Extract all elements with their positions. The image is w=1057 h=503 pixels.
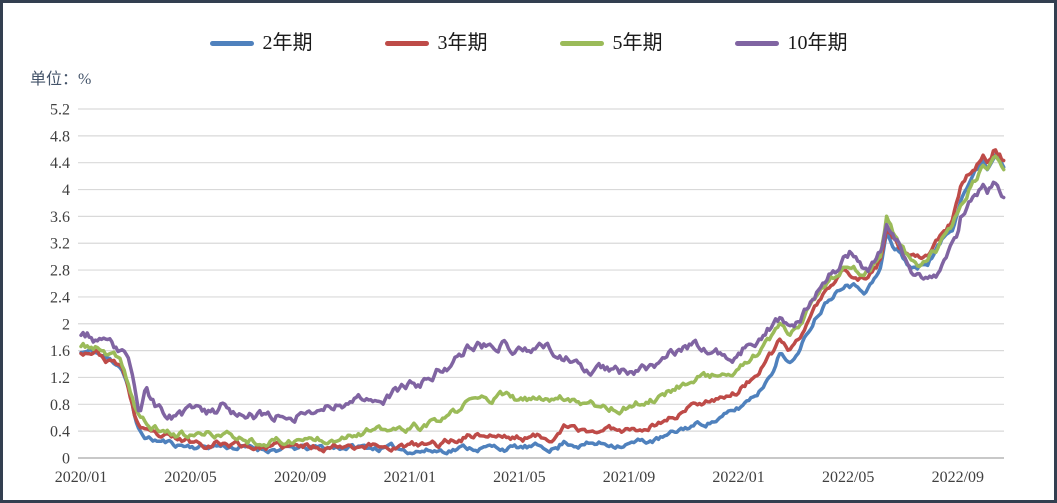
svg-text:5.2: 5.2 bbox=[50, 102, 70, 119]
legend-item-10y: 10年期 bbox=[734, 32, 848, 54]
yield-line-chart: 0 0.4 0.8 1.2 1.6 2 2.4 2.8 3.2 3.6 4 4.4 4.8 5.2 2020… bbox=[50, 102, 1006, 486]
svg-text:0: 0 bbox=[62, 451, 70, 468]
svg-text:2.8: 2.8 bbox=[50, 263, 70, 280]
svg-text:2021/05: 2021/05 bbox=[493, 469, 545, 486]
svg-text:1.6: 1.6 bbox=[50, 343, 70, 360]
svg-text:2022/05: 2022/05 bbox=[822, 469, 874, 486]
legend-line-swatch-10y bbox=[734, 40, 779, 46]
svg-text:4.4: 4.4 bbox=[50, 155, 70, 172]
legend-line-swatch-3y bbox=[384, 40, 429, 46]
legend-item-5y: 5年期 bbox=[559, 32, 663, 54]
legend-line-swatch-5y bbox=[559, 40, 604, 46]
svg-text:2022/01: 2022/01 bbox=[712, 469, 764, 486]
svg-text:1.2: 1.2 bbox=[50, 370, 70, 387]
svg-text:3.2: 3.2 bbox=[50, 236, 70, 253]
svg-text:2021/01: 2021/01 bbox=[384, 469, 436, 486]
svg-text:2.4: 2.4 bbox=[50, 289, 70, 306]
svg-text:2022/09: 2022/09 bbox=[932, 469, 984, 486]
svg-text:0.8: 0.8 bbox=[50, 397, 70, 414]
legend-label-3y: 3年期 bbox=[437, 32, 488, 54]
legend: 2年期 3年期 5年期 10年期 bbox=[3, 33, 1054, 53]
legend-line-swatch-2y bbox=[209, 40, 254, 46]
svg-text:2020/05: 2020/05 bbox=[164, 469, 216, 486]
svg-text:0.4: 0.4 bbox=[50, 424, 70, 441]
unit-label: 单位：% bbox=[30, 71, 92, 88]
svg-text:2021/09: 2021/09 bbox=[603, 469, 655, 486]
legend-label-5y: 5年期 bbox=[612, 32, 663, 54]
legend-label-10y: 10年期 bbox=[787, 32, 848, 54]
legend-item-2y: 2年期 bbox=[209, 32, 313, 54]
svg-text:4.8: 4.8 bbox=[50, 128, 70, 145]
legend-label-2y: 2年期 bbox=[262, 32, 313, 54]
svg-text:3.6: 3.6 bbox=[50, 209, 70, 226]
svg-text:2020/09: 2020/09 bbox=[274, 469, 326, 486]
svg-text:2020/01: 2020/01 bbox=[55, 469, 107, 486]
svg-text:2: 2 bbox=[62, 316, 70, 333]
legend-item-3y: 3年期 bbox=[384, 32, 488, 54]
svg-text:4: 4 bbox=[62, 182, 70, 199]
